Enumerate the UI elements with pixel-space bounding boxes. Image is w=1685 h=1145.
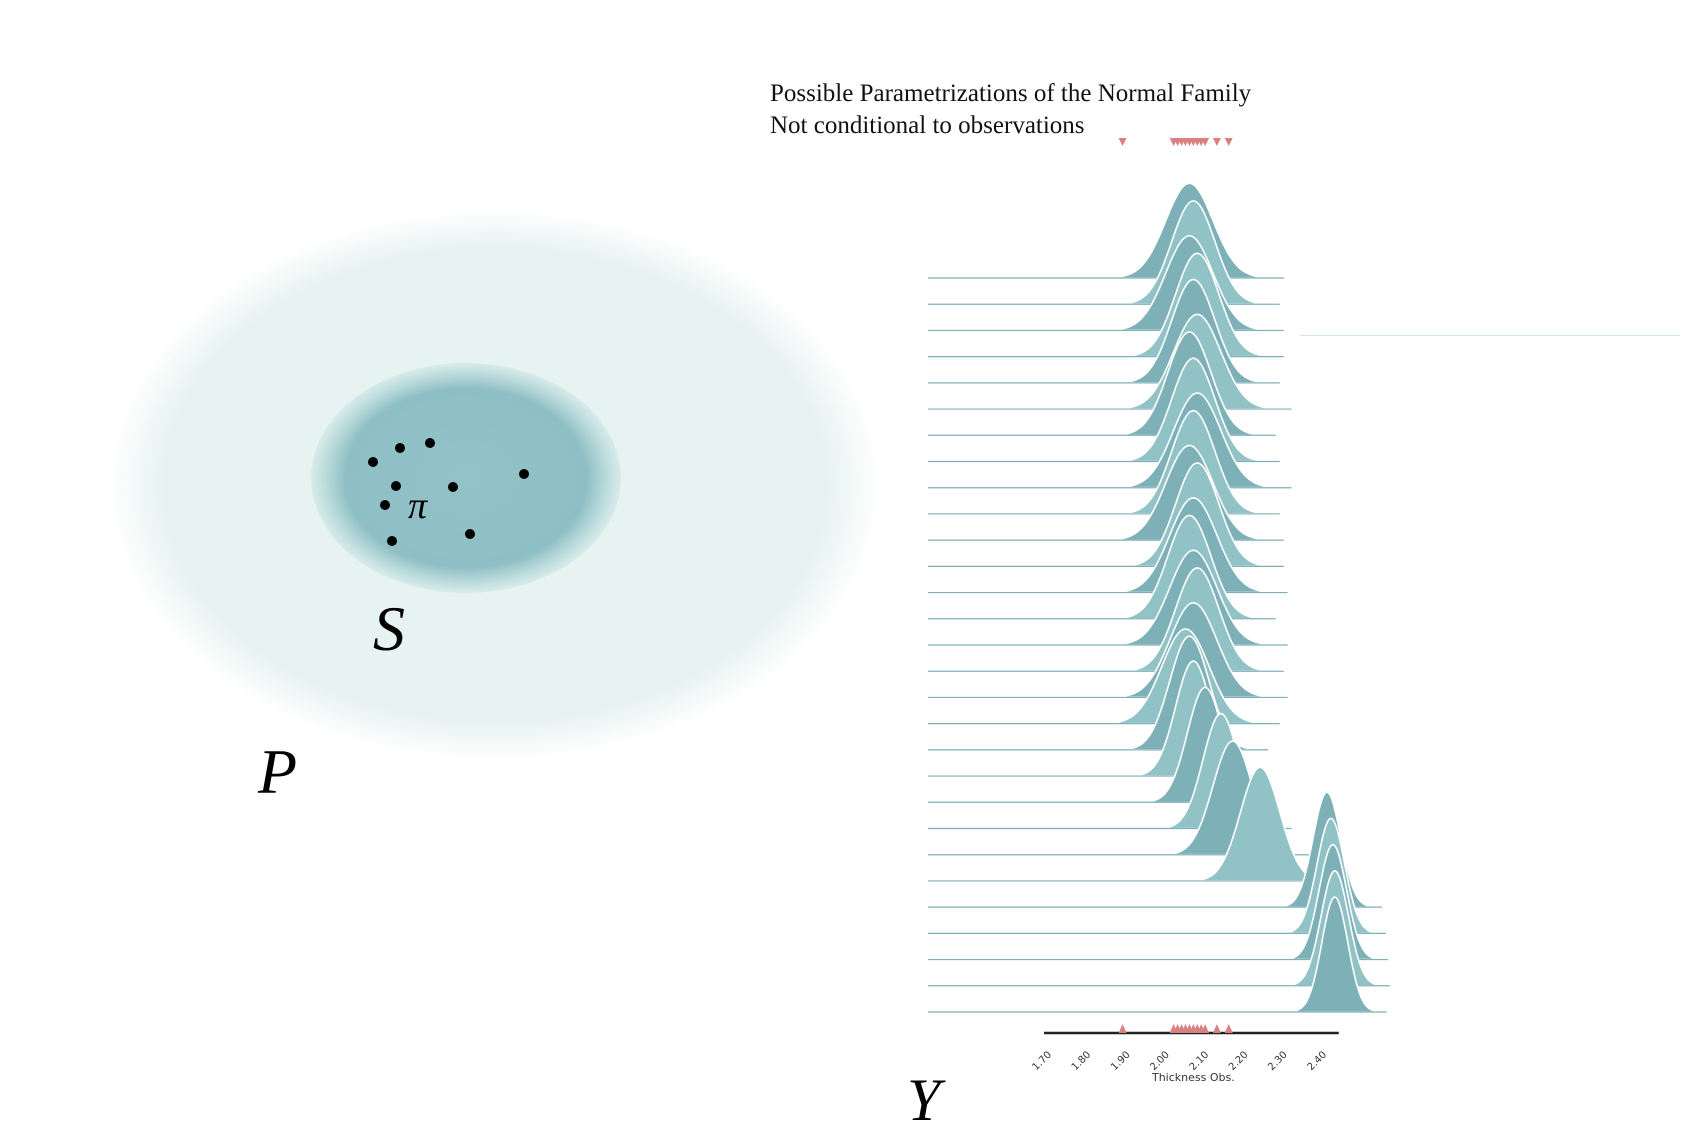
sample-points <box>368 438 529 546</box>
x-tick-label: 1.80 <box>1070 1049 1094 1073</box>
x-axis: 1.70 1.80 1.90 2.00 2.10 2.20 2.30 2.40 Thicknes… <box>1030 1024 1339 1084</box>
x-tick-label: 1.90 <box>1109 1049 1133 1073</box>
x-tick-label: 2.10 <box>1188 1049 1212 1073</box>
point <box>425 438 435 448</box>
x-tick-label: 1.70 <box>1030 1049 1054 1073</box>
density-ridge <box>928 182 1284 279</box>
top-observation-markers <box>1118 138 1233 146</box>
density-ridge <box>928 766 1340 882</box>
pi-label: π <box>408 485 428 527</box>
observation-rug-marker <box>1118 1024 1127 1033</box>
inner-set-S <box>311 363 621 593</box>
x-axis-title: Thickness Obs. <box>1151 1071 1235 1084</box>
set-S-label: S <box>373 593 405 664</box>
point <box>519 469 529 479</box>
point <box>380 500 390 510</box>
x-tick-label: 2.20 <box>1227 1049 1251 1073</box>
chart-title-line-1: Possible Parametrizations of the Normal … <box>770 80 1252 107</box>
observation-top-marker <box>1118 138 1127 146</box>
observation-rug-marker <box>1212 1024 1221 1033</box>
point <box>368 457 378 467</box>
x-tick-label: 2.00 <box>1148 1049 1172 1073</box>
space-Y-label: Y <box>907 1067 946 1133</box>
observation-rug-marker <box>1201 1024 1210 1033</box>
observation-top-marker <box>1201 138 1210 146</box>
set-P-label: P <box>257 736 297 807</box>
x-tick-label: 2.30 <box>1266 1049 1290 1073</box>
point <box>465 529 475 539</box>
chart-title-line-2: Not conditional to observations <box>770 112 1085 139</box>
density-ridge <box>928 896 1387 1013</box>
observation-top-marker <box>1224 138 1233 146</box>
ridgeline-plot <box>928 182 1680 1013</box>
observation-rug-marker <box>1224 1024 1233 1033</box>
point <box>448 482 458 492</box>
point <box>391 481 401 491</box>
point <box>387 536 397 546</box>
observation-top-marker <box>1212 138 1221 146</box>
x-tick-label: 2.40 <box>1306 1049 1330 1073</box>
point <box>395 443 405 453</box>
